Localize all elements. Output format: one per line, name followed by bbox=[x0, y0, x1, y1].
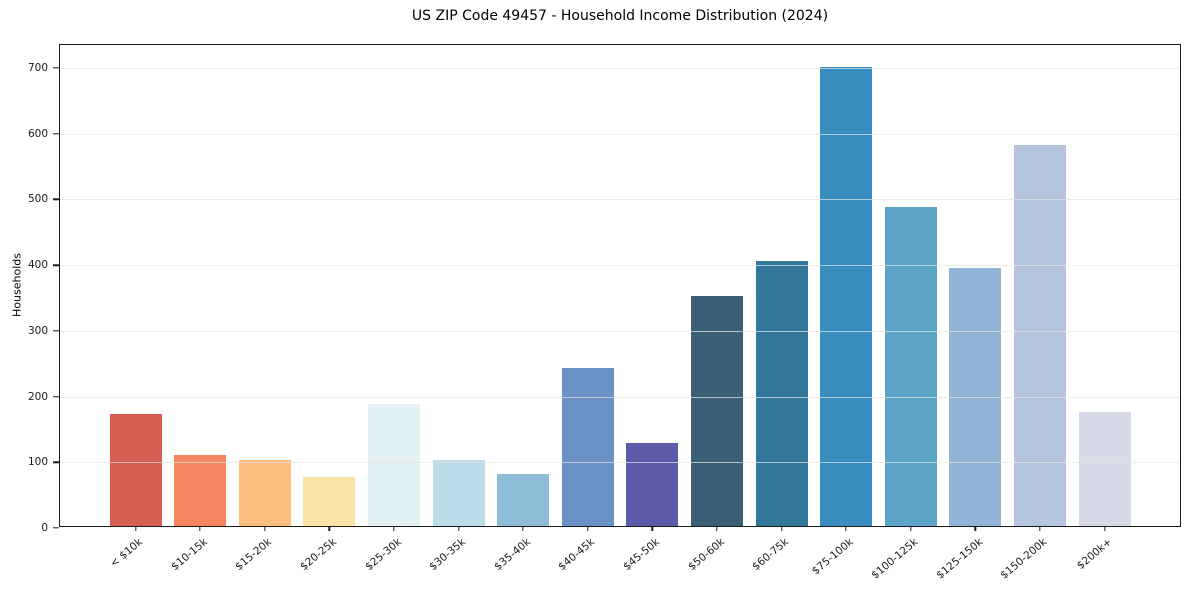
x-axis-tick bbox=[716, 526, 718, 531]
y-axis-tick bbox=[53, 395, 59, 398]
bar-45-50k bbox=[626, 442, 679, 526]
x-tick-label: $75-100k bbox=[809, 536, 856, 578]
gridline-700 bbox=[60, 68, 1180, 69]
y-axis-label: Households bbox=[10, 253, 24, 317]
x-tick-label: $125-150k bbox=[933, 536, 986, 582]
x-axis-tick bbox=[263, 526, 266, 531]
gridline-400 bbox=[60, 265, 1180, 267]
y-tick-label: 500 bbox=[27, 193, 48, 206]
bar-10k bbox=[109, 413, 162, 526]
x-axis-tick bbox=[1103, 526, 1106, 531]
x-axis-tick bbox=[1039, 526, 1041, 531]
bar-50-60k bbox=[690, 296, 743, 526]
y-tick-label: 400 bbox=[27, 259, 48, 272]
x-tick-label: $35-40k bbox=[491, 536, 533, 574]
bar-60-75k bbox=[755, 261, 808, 526]
y-tick-label: 700 bbox=[27, 62, 48, 74]
y-axis-tick bbox=[53, 461, 59, 463]
gridline-100 bbox=[60, 462, 1180, 464]
y-tick-label: 100 bbox=[27, 456, 48, 469]
x-tick-label: $200k+ bbox=[1074, 536, 1115, 572]
bar-20-25k bbox=[303, 476, 356, 526]
bar-40-45k bbox=[561, 368, 614, 526]
x-axis-tick bbox=[393, 526, 395, 531]
x-axis-tick bbox=[134, 526, 137, 531]
bar-75-100k bbox=[820, 67, 873, 526]
x-tick-label: $15-20k bbox=[233, 536, 275, 574]
bar-200k bbox=[1078, 412, 1131, 526]
y-tick-label: 200 bbox=[27, 390, 48, 403]
x-axis-tick bbox=[845, 526, 847, 531]
x-tick-label: $100-125k bbox=[869, 536, 921, 582]
x-axis-tick bbox=[199, 526, 201, 531]
bar-100-125k bbox=[884, 206, 937, 526]
y-axis-tick bbox=[53, 133, 59, 135]
x-tick-label: $150-200k bbox=[998, 536, 1050, 582]
x-tick-label: $20-25k bbox=[298, 536, 340, 574]
bar-35-40k bbox=[497, 474, 550, 526]
gridline-500 bbox=[60, 199, 1180, 201]
y-axis-tick bbox=[53, 330, 59, 332]
x-tick-label: $10-15k bbox=[168, 536, 210, 574]
x-tick-label: $25-30k bbox=[362, 536, 404, 574]
bar-10-15k bbox=[174, 455, 227, 526]
y-tick-label: 300 bbox=[27, 324, 48, 337]
bar-150-200k bbox=[1013, 144, 1066, 526]
x-tick-label: $40-45k bbox=[556, 536, 598, 574]
x-axis-tick bbox=[780, 526, 783, 531]
y-axis-tick bbox=[53, 527, 59, 529]
x-axis-tick bbox=[586, 526, 589, 531]
chart-title: US ZIP Code 49457 - Household Income Dis… bbox=[411, 8, 829, 24]
bar-30-35k bbox=[432, 459, 485, 526]
y-axis-tick bbox=[53, 198, 59, 201]
x-tick-label: $30-35k bbox=[427, 536, 469, 574]
y-tick-label: 0 bbox=[41, 522, 48, 534]
plot-area: < $10k $10-15k $15-20k $20-25k $25-30k $30-35… bbox=[28, 44, 1181, 582]
bar-125-150k bbox=[949, 267, 1002, 526]
x-axis-tick bbox=[328, 526, 330, 531]
bar-25-30k bbox=[367, 404, 420, 526]
x-tick-label: < $10k bbox=[108, 536, 146, 570]
y-axis-tick bbox=[53, 67, 59, 69]
x-axis-tick bbox=[522, 526, 524, 531]
y-tick-label: 600 bbox=[27, 127, 48, 140]
gridline-300 bbox=[60, 330, 1180, 332]
x-axis-tick bbox=[457, 526, 460, 531]
y-axis-tick bbox=[53, 264, 59, 266]
x-tick-label: $45-50k bbox=[621, 536, 663, 574]
gridline-600 bbox=[60, 133, 1180, 135]
x-axis-tick bbox=[974, 526, 976, 531]
x-axis-tick bbox=[651, 526, 653, 531]
bar-15-20k bbox=[238, 460, 291, 526]
x-tick-label: $50-60k bbox=[685, 536, 727, 574]
x-tick-label: $60-75k bbox=[750, 536, 792, 574]
x-axis-tick bbox=[909, 526, 912, 531]
gridline-200 bbox=[60, 396, 1180, 398]
